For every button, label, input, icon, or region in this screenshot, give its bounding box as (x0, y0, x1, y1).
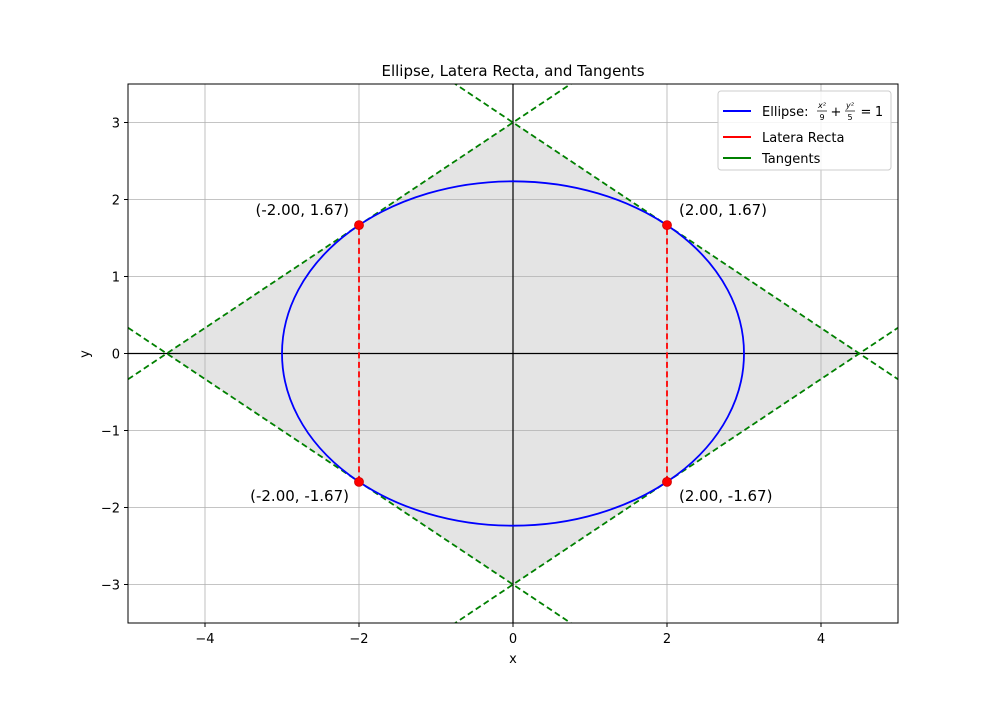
point-0 (354, 220, 364, 231)
legend: Ellipse: x² 9 + y² 5 = 1 Latera Recta Tangents (717, 90, 892, 171)
x-tick-label-0: −4 (195, 632, 214, 647)
y-tick-label-0: −3 (101, 579, 120, 594)
y-tick-label-1: −2 (101, 502, 120, 517)
tangent-line-1 (453, 84, 898, 381)
legend-label-latera: Latera Recta (762, 131, 844, 146)
point-label-1: (2.00, 1.67) (679, 201, 767, 219)
eq-num-y: y² (845, 101, 855, 110)
eq-plus: + (831, 105, 842, 120)
legend-equation-glyph: x² 9 + y² 5 = 1 (817, 101, 883, 122)
x-tick-label-3: 2 (663, 632, 671, 647)
point-label-2: (-2.00, -1.67) (250, 487, 349, 505)
point-label-3: (2.00, -1.67) (679, 487, 772, 505)
tangent-line-0 (128, 84, 573, 381)
eq-den-5: 5 (847, 113, 852, 122)
point-1 (662, 220, 672, 231)
tangent-line-3 (128, 326, 573, 623)
point-label-0: (-2.00, 1.67) (256, 201, 349, 219)
point-3 (662, 476, 672, 487)
x-tick-label-1: −2 (349, 632, 368, 647)
x-axis-label: x (509, 652, 517, 667)
legend-label-ellipse: Ellipse: (762, 105, 808, 120)
x-tick-label-2: 0 (509, 632, 517, 647)
legend-label-tangents: Tangents (761, 152, 821, 167)
eq-equals: = (861, 105, 872, 120)
chart-title: Ellipse, Latera Recta, and Tangents (381, 62, 644, 80)
legend-label-ellipse-prefix: Ellipse: (762, 105, 808, 120)
eq-num-x: x² (817, 101, 827, 110)
y-tick-label-4: 1 (112, 271, 120, 286)
eq-one: 1 (875, 105, 883, 120)
y-tick-label-2: −1 (101, 425, 120, 440)
y-tick-label-5: 2 (112, 194, 120, 209)
tangent-line-2 (453, 326, 898, 623)
y-tick-label-3: 0 (112, 348, 120, 363)
y-axis-label: y (78, 350, 93, 358)
ellipse-curve (281, 180, 745, 527)
eq-den-9: 9 (819, 113, 824, 122)
y-tick-label-6: 3 (112, 117, 120, 132)
point-2 (354, 476, 364, 487)
x-tick-label-4: 4 (817, 632, 825, 647)
